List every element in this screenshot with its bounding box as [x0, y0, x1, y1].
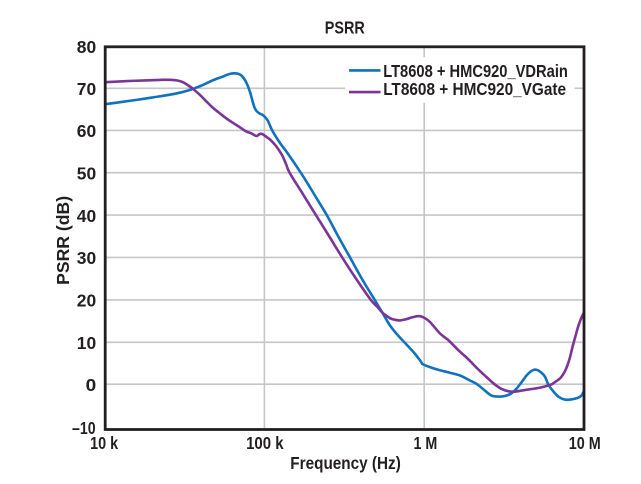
svg-text:100 k: 100 k	[246, 433, 284, 453]
svg-text:–10: –10	[72, 418, 96, 438]
svg-text:10 k: 10 k	[90, 433, 118, 453]
svg-text:80: 80	[77, 37, 97, 57]
svg-text:PSRR (dB): PSRR (dB)	[53, 196, 73, 285]
svg-text:10 M: 10 M	[569, 433, 601, 453]
svg-text:PSRR: PSRR	[325, 17, 365, 37]
svg-text:20: 20	[77, 291, 97, 311]
svg-text:70: 70	[77, 79, 97, 99]
svg-text:LT8608 + HMC920_VGate: LT8608 + HMC920_VGate	[383, 79, 566, 99]
svg-text:60: 60	[77, 121, 97, 141]
svg-text:50: 50	[77, 163, 97, 183]
svg-text:Frequency (Hz): Frequency (Hz)	[290, 453, 401, 473]
svg-text:30: 30	[77, 248, 97, 268]
svg-text:LT8608 + HMC920_VDRain: LT8608 + HMC920_VDRain	[383, 61, 568, 81]
svg-text:40: 40	[77, 206, 97, 226]
svg-text:1 M: 1 M	[414, 433, 438, 453]
svg-text:10: 10	[77, 333, 97, 353]
svg-text:0: 0	[86, 375, 97, 395]
